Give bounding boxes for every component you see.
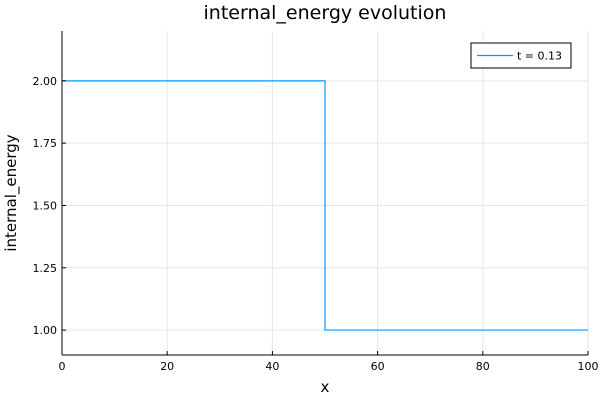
x-tick-label: 40 — [265, 360, 279, 373]
y-tick-label: 1.00 — [33, 324, 58, 337]
chart-title: internal_energy evolution — [204, 2, 447, 24]
y-axis-ticks: 1.00 1.25 1.50 1.75 2.00 — [33, 75, 66, 337]
y-axis-title: internal_energy — [2, 134, 21, 251]
legend-label: t = 0.13 — [517, 50, 562, 63]
x-tick-label: 80 — [476, 360, 490, 373]
x-axis-ticks: 0 20 40 60 80 100 — [59, 351, 599, 373]
series-layer — [62, 80, 588, 331]
y-tick-label: 1.75 — [33, 137, 58, 150]
x-tick-label: 100 — [578, 360, 599, 373]
x-tick-label: 20 — [160, 360, 174, 373]
x-axis-title: x — [321, 378, 330, 396]
y-tick-label: 1.25 — [33, 262, 58, 275]
legend: t = 0.13 — [470, 42, 572, 69]
x-tick-label: 0 — [59, 360, 66, 373]
x-tick-label: 60 — [371, 360, 385, 373]
y-tick-label: 2.00 — [33, 75, 58, 88]
y-tick-label: 1.50 — [33, 199, 58, 212]
series-line — [62, 80, 588, 331]
